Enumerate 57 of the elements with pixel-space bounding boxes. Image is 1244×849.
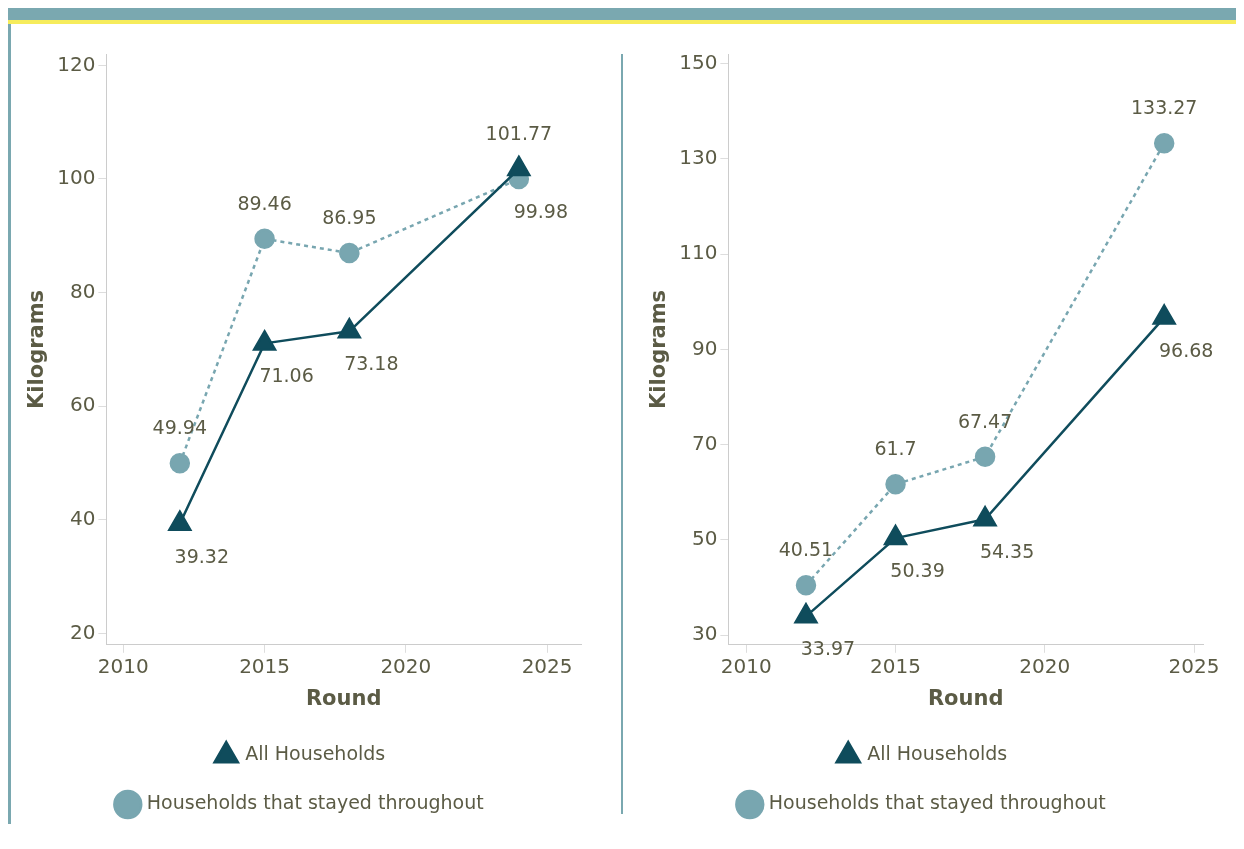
- data-label: 49.94: [152, 416, 208, 439]
- y-tick-label: 110: [679, 240, 718, 265]
- data-label: 133.27: [1130, 96, 1198, 119]
- data-label: 101.77: [485, 121, 553, 144]
- y-axis-title: Kilograms: [24, 289, 49, 409]
- x-tick-label: 2025: [1168, 654, 1220, 678]
- y-tick-label: 70: [691, 430, 718, 455]
- point: [337, 318, 361, 339]
- y-tick-label: 120: [57, 51, 96, 76]
- point: [168, 510, 192, 531]
- y-tick-label: 60: [69, 392, 96, 417]
- legend-label: Households that stayed throughout: [146, 791, 484, 814]
- x-tick-label: 2015: [870, 654, 921, 678]
- legend-label: All Households: [867, 742, 1008, 765]
- point: [883, 524, 908, 546]
- y-tick-label: 90: [691, 335, 718, 360]
- y-tick-label: 100: [57, 165, 96, 190]
- point: [794, 603, 818, 624]
- x-tick-label: 2025: [521, 654, 573, 678]
- x-tick-label: 2010: [97, 654, 149, 678]
- x-tick-label: 2015: [239, 654, 291, 678]
- data-label: 96.68: [1158, 338, 1214, 361]
- data-label: 33.97: [800, 637, 856, 660]
- y-tick-label: 30: [691, 621, 718, 646]
- point: [339, 242, 360, 264]
- data-label: 61.7: [874, 437, 917, 460]
- point: [1153, 132, 1175, 154]
- data-label: 50.39: [890, 559, 945, 582]
- point: [973, 506, 997, 527]
- data-label: 99.98: [513, 200, 569, 223]
- point: [974, 446, 996, 467]
- legend-label: All Households: [245, 742, 386, 765]
- x-axis-title: Round: [927, 685, 1004, 710]
- data-label: 86.95: [322, 206, 377, 229]
- x-tick-label: 2020: [1019, 654, 1071, 678]
- data-label: 54.35: [979, 540, 1035, 563]
- y-axis-title: Kilograms: [646, 289, 671, 409]
- point: [1152, 304, 1176, 325]
- y-tick-label: 150: [679, 49, 718, 74]
- point: [254, 228, 275, 250]
- y-tick-label: 80: [69, 278, 96, 303]
- legend-label: Households that stayed throughout: [768, 791, 1106, 814]
- y-tick-label: 50: [691, 526, 718, 551]
- point: [252, 330, 277, 351]
- data-label: 89.46: [237, 191, 292, 214]
- y-tick-label: 130: [679, 145, 718, 170]
- x-tick-label: 2020: [380, 654, 432, 678]
- data-label: 71.06: [259, 364, 314, 387]
- data-label: 67.47: [957, 409, 1013, 432]
- data-label: 40.51: [778, 538, 834, 561]
- y-tick-label: 40: [69, 506, 96, 531]
- y-tick-label: 20: [69, 619, 96, 644]
- x-axis-title: Round: [305, 685, 382, 710]
- data-label: 39.32: [174, 544, 230, 567]
- data-label: 73.18: [344, 352, 399, 375]
- x-tick-label: 2010: [720, 654, 772, 678]
- point: [885, 473, 906, 495]
